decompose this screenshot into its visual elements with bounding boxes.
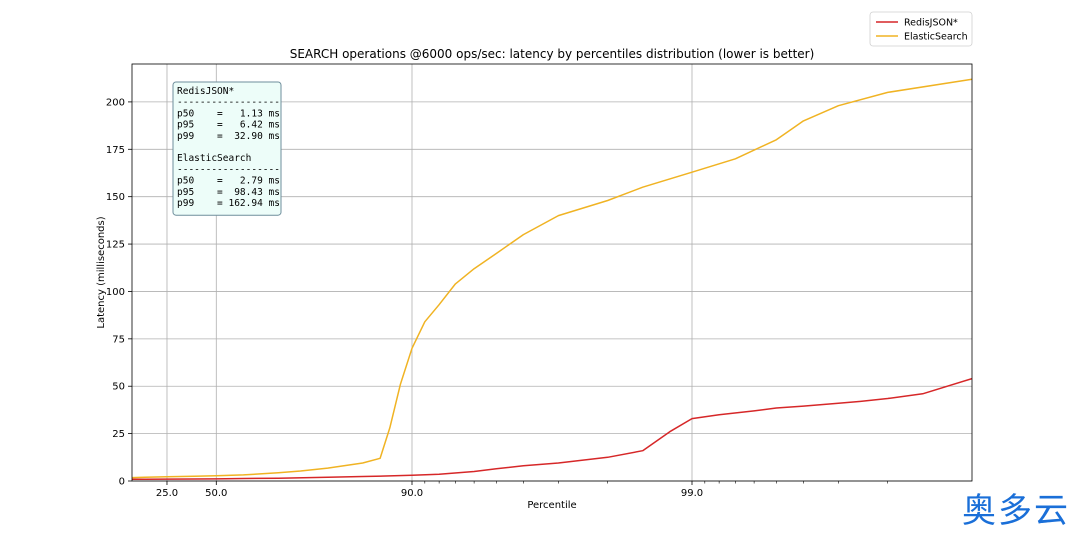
stats-line: p99 = 32.90 ms (177, 131, 280, 142)
series-layer (131, 78, 973, 481)
chart-title: SEARCH operations @6000 ops/sec: latency… (290, 47, 815, 61)
y-tick-label: 200 (106, 97, 125, 108)
legend-label: RedisJSON* (904, 18, 958, 29)
y-tick-label: 50 (112, 382, 125, 393)
stats-line: RedisJSON* (177, 86, 234, 97)
stats-line: p95 = 98.43 ms (177, 187, 280, 198)
y-tick-label: 25 (112, 429, 125, 440)
y-tick-label: 0 (119, 477, 125, 488)
legend[interactable]: RedisJSON* ElasticSearch (869, 11, 973, 47)
stats-annotation-box: RedisJSON*------------------p50 = 1.13 m… (172, 81, 282, 216)
watermark-logo: 奥多云 (962, 491, 1070, 531)
stats-line: ------------------ (177, 97, 280, 108)
stats-line: p50 = 2.79 ms (177, 176, 280, 187)
plot-frame (131, 63, 973, 482)
y-tick-label: 150 (106, 192, 125, 203)
stats-line: p95 = 6.42 ms (177, 120, 280, 131)
y-axis: 0 25 50 75 100 125 150 175 200 (106, 97, 132, 488)
stats-line: p50 = 1.13 ms (177, 108, 280, 119)
legend-label: ElasticSearch (904, 32, 968, 43)
x-axis-label: Percentile (527, 500, 576, 511)
x-tick-label: 50.0 (205, 488, 227, 499)
x-axis: 25.0 50.0 90.0 99.0 (156, 481, 889, 499)
stats-line: ElasticSearch (177, 153, 251, 164)
x-tick-label: 90.0 (401, 488, 423, 499)
y-tick-label: 175 (106, 145, 125, 156)
x-tick-label: 99.0 (681, 488, 703, 499)
y-tick-label: 100 (106, 287, 125, 298)
stats-line: p99 = 162.94 ms (177, 198, 280, 209)
y-tick-label: 75 (112, 334, 125, 345)
x-tick-label: 25.0 (156, 488, 178, 499)
series-line-elasticsearch (131, 78, 973, 479)
legend-frame (869, 11, 973, 47)
series-line-redisjson (131, 377, 973, 481)
y-tick-label: 125 (106, 240, 125, 251)
y-axis-label: Latency (milliseconds) (96, 216, 107, 328)
stats-line: ------------------ (177, 164, 280, 175)
stats-box-background (172, 81, 282, 216)
